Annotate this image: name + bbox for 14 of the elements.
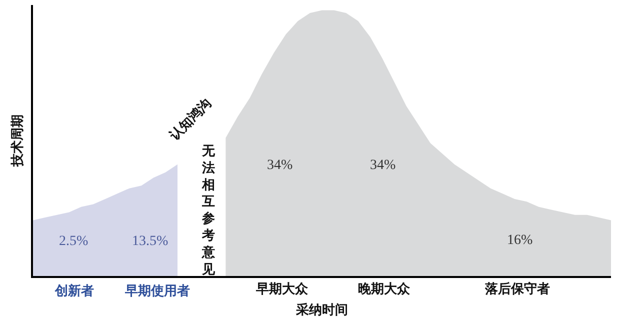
annotation: 34% — [267, 158, 293, 173]
text: 落后保守者 — [484, 281, 550, 297]
text: 早期使用者 — [124, 284, 190, 299]
y-axis-title: 技术周期 — [10, 114, 26, 168]
x-axis-title: 采纳时间 — [295, 302, 348, 318]
annotation: 16% — [507, 233, 533, 248]
annotation: 34% — [370, 158, 396, 173]
annotation: 无法相互参考意见 — [201, 144, 216, 278]
text: 创新者 — [54, 283, 94, 299]
text: 早期大众 — [255, 282, 309, 297]
annotation: 13.5% — [132, 234, 168, 249]
text: 晚期大众 — [358, 282, 411, 297]
annotation: 认知鸿沟 — [166, 95, 215, 144]
annotation: 2.5% — [59, 234, 88, 249]
